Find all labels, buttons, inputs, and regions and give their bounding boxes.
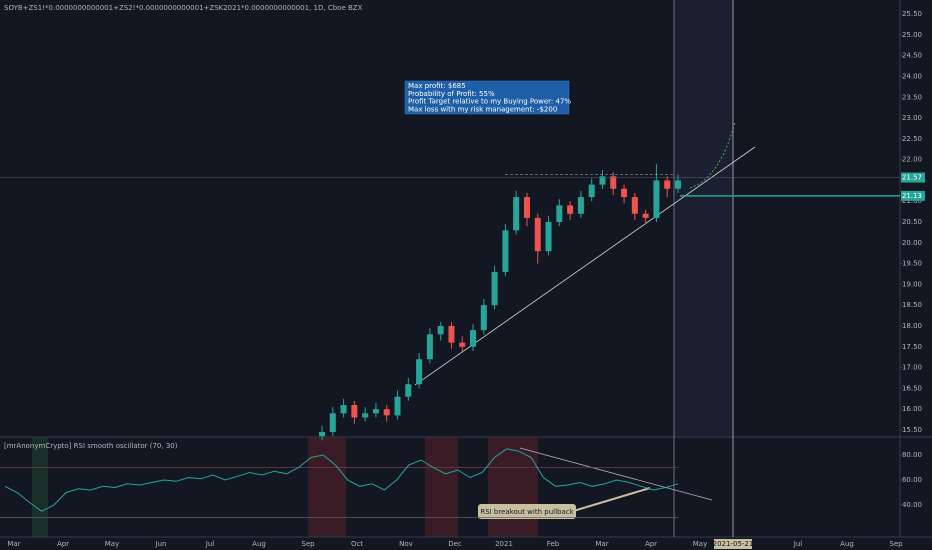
candle-body [523,197,530,218]
y-tick-label: 20.50 [902,218,922,226]
y-tick-label: 17.50 [902,343,922,351]
candle-body [545,222,552,252]
y-tick-label: 18.50 [902,301,922,309]
rsi-trend-line [519,447,713,501]
candle-body [329,413,336,433]
x-tick-label: May [693,540,707,548]
candle-body [470,330,477,347]
y-tick-label: 25.00 [902,31,922,39]
candle-body [448,325,455,343]
y-tick-label: 24.50 [902,52,922,60]
y-tick-label: 20.00 [902,239,922,247]
candle-body [351,404,358,418]
candle-body [567,205,574,214]
candle-body [405,384,412,397]
x-tick-label: Mar [7,540,20,548]
rsi-zone [308,437,346,537]
y-tick-label: 19.50 [902,260,922,268]
x-tick-label: Sep [889,540,903,548]
info-line: Probability of Profit: 55% [408,90,495,98]
price-label: 21.13 [902,192,922,200]
y-tick-label: 23.00 [902,114,922,122]
y-tick-label: 80.00 [902,451,922,459]
x-tick-label: Apr [645,540,657,548]
candle-body [416,359,423,385]
candle-body [383,409,390,416]
y-tick-label: 22.50 [902,135,922,143]
candle-body [675,180,681,189]
candle-body [372,409,379,414]
candle-body [621,188,628,198]
price-label: 21.57 [902,174,922,182]
rsi-line [4,448,679,512]
callout-text: RSI breakout with pullback [480,508,574,516]
y-tick-label: 22.00 [902,156,922,164]
x-tick-label: Dec [448,540,462,548]
x-tick-label: Mar [595,540,608,548]
y-tick-label: 21.00 [902,197,922,205]
candle-body [513,197,520,231]
candle-body [426,334,433,360]
price-label-box [901,190,925,201]
chart-title: SOYB+ZS1!*0.0000000000001+ZS2!*0.0000000… [4,4,363,12]
rsi-title: [mrAnonymCrypto] RSI smooth oscillator (… [4,442,178,450]
y-tick-label: 16.50 [902,384,922,392]
candle-body [642,213,649,218]
x-tick-label: Jul [205,540,215,548]
callout-box [478,504,576,519]
candle-body [459,342,466,347]
x-tick-label: Nov [399,540,413,548]
x-tick-label: Feb [547,540,560,548]
candle-body [534,217,541,252]
candle-body [394,396,401,416]
y-tick-label: 16.00 [902,405,922,413]
info-line: Max loss with my risk management: -$200 [408,105,557,113]
zone [674,0,733,437]
y-tick-label: 17.00 [902,364,922,372]
info-box [404,80,570,115]
candle-body [631,197,638,214]
candle-body [599,176,606,185]
x-tick-label: Aug [840,540,854,548]
candle-body [577,197,584,214]
candle-body [502,230,509,272]
y-tick-label: 18.00 [902,322,922,330]
candle-body [480,305,487,331]
x-tick-label: Jun [155,540,167,548]
x-tick-label: May [105,540,119,548]
x-tick-label: Aug [252,540,266,548]
candle-body [319,432,325,437]
y-tick-label: 23.50 [902,93,922,101]
y-tick-label: 60.00 [902,476,922,484]
x-tick-label: Jul [793,540,803,548]
price-label-box [901,172,925,183]
candle-body [653,180,660,218]
x-tick-label: Oct [351,540,363,548]
y-tick-label: 19.00 [902,280,922,288]
candle-body [664,180,671,189]
candle-body [588,184,595,198]
x-tick-label: 2021 [495,540,513,548]
info-line: Max profit: $685 [408,82,466,90]
rsi-zone [32,437,48,537]
rsi-zone [488,437,538,537]
candle-body [491,271,498,306]
y-tick-label: 15.50 [902,426,922,434]
candle-body [362,413,369,418]
candle-body [340,404,347,414]
candle-body [556,205,563,223]
candle-body [437,325,444,335]
x-tick-label: Apr [57,540,69,548]
x-marker: 2021-05-21 [713,540,754,548]
y-tick-label: 25.50 [902,10,922,18]
info-line: Profit Target relative to my Buying Powe… [408,98,571,106]
x-tick-label: Sep [301,540,315,548]
y-tick-label: 24.00 [902,73,922,81]
candle-body [610,176,617,189]
y-tick-label: 40.00 [902,501,922,509]
x-marker-box [714,539,752,549]
rsi-zone [425,437,458,537]
